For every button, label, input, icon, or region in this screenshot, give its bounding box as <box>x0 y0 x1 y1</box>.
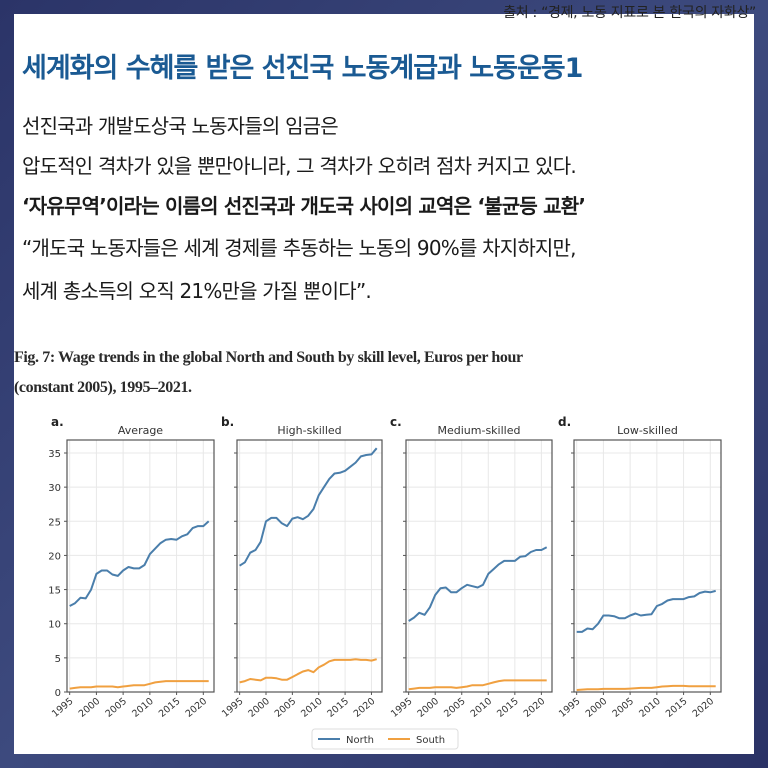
y-tick-label: 0 <box>55 688 61 699</box>
y-tick-label: 10 <box>48 620 61 631</box>
chart-panel-label: c. <box>390 415 402 429</box>
body-text-line-5: 세계 총소득의 오직 21%만을 가질 뿐이다”. <box>22 279 372 303</box>
chart-panel-label: d. <box>558 415 571 429</box>
x-tick-label: 2000 <box>416 696 442 720</box>
x-tick-label: 2010 <box>637 696 663 720</box>
series-line-south <box>408 679 547 691</box>
series-line-north <box>239 447 378 567</box>
x-tick-label: 2000 <box>246 696 272 720</box>
figure-caption-line-2: (constant 2005), 1995–2021. <box>14 379 192 396</box>
chart-panel-high-skilled: 1995 2000 2005 2010 2015 2020 High-skilled b. <box>220 415 383 720</box>
figure-caption-line-1: Fig. 7: Wage trends in the global North … <box>14 349 523 366</box>
x-tick-label: 2020 <box>184 696 210 720</box>
source-citation: 출처 : “경제, 노동 지표로 본 한국의 자화상” <box>503 5 756 21</box>
series-line-north <box>69 520 210 607</box>
x-tick-label: 1995 <box>220 696 246 720</box>
y-tick-label: 5 <box>55 654 61 665</box>
x-tick-label: 2010 <box>130 696 156 720</box>
chart-subplot-title: Low-skilled <box>617 424 678 437</box>
page-title: 세계화의 수혜를 받은 선진국 노동계급과 노동운동1 <box>22 53 583 84</box>
x-tick-label: 2010 <box>469 696 495 720</box>
chart-subplot-title: High-skilled <box>277 424 341 437</box>
legend-label-south: South <box>416 735 445 746</box>
x-tick-label: 2015 <box>157 696 183 720</box>
legend-label-north: North <box>346 735 374 746</box>
x-tick-label: 2020 <box>352 696 378 720</box>
series-line-south <box>239 658 377 684</box>
chart-legend: North South <box>311 728 459 750</box>
chart-panel-label: b. <box>221 415 234 429</box>
chart-subplot-title: Average <box>118 424 163 437</box>
x-tick-label: 1995 <box>50 696 76 720</box>
x-tick-label: 2005 <box>610 696 636 720</box>
body-text-line-4: “개도국 노동자들은 세계 경제를 추동하는 노동의 90%를 차지하지만, <box>22 236 576 260</box>
x-tick-label: 2005 <box>273 696 299 720</box>
series-line-south <box>576 684 716 691</box>
x-tick-label: 1995 <box>557 696 583 720</box>
x-tick-label: 2015 <box>325 696 351 720</box>
body-text-line-2: 압도적인 격차가 있을 뿐만아니라, 그 격차가 오히려 점차 커지고 있다. <box>22 154 577 178</box>
y-tick-label: 30 <box>48 483 61 494</box>
chart-panel-medium-skilled: 1995 2000 2005 2010 2015 2020 Medium-skilled c. <box>389 415 553 720</box>
body-text-line-3: ‘자유무역’이라는 이름의 선진국과 개도국 사이의 교역은 ‘불균등 교환’ <box>22 194 586 218</box>
series-line-north <box>576 589 716 633</box>
y-tick-label: 20 <box>48 551 61 562</box>
x-tick-label: 2000 <box>584 696 610 720</box>
chart-panel-label: a. <box>51 415 64 429</box>
x-tick-label: 2005 <box>103 696 129 720</box>
chart-panel-average: 0 5 10 15 20 25 30 35 1995 2000 2005 2010 2015 2020 Av… <box>48 415 215 720</box>
x-tick-label: 2020 <box>691 696 717 720</box>
y-tick-label: 25 <box>48 517 61 528</box>
x-tick-label: 1995 <box>389 696 415 720</box>
series-line-north <box>408 546 548 622</box>
x-tick-label: 2015 <box>495 696 521 720</box>
y-tick-label: 35 <box>48 449 61 460</box>
x-tick-label: 2020 <box>522 696 548 720</box>
x-tick-label: 2000 <box>77 696 103 720</box>
x-tick-label: 2010 <box>299 696 325 720</box>
y-tick-label: 15 <box>48 586 61 597</box>
series-line-south <box>69 680 209 690</box>
content-panel <box>14 14 754 754</box>
x-tick-label: 2015 <box>664 696 690 720</box>
chart-panel-low-skilled: 1995 2000 2005 2010 2015 2020 Low-skilled d. <box>557 415 722 720</box>
chart-subplot-title: Medium-skilled <box>438 424 521 437</box>
body-text-line-1: 선진국과 개발도상국 노동자들의 임금은 <box>22 114 339 138</box>
x-tick-label: 2005 <box>442 696 468 720</box>
